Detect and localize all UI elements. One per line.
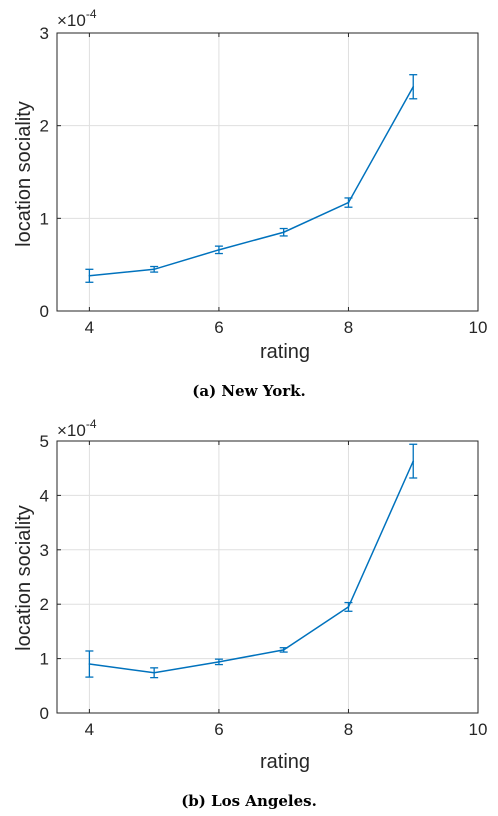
series-line bbox=[89, 86, 414, 277]
data-point bbox=[88, 274, 91, 277]
y-tick-label: 4 bbox=[40, 486, 49, 505]
y-axis-label-b: location sociality bbox=[13, 505, 35, 651]
data-point bbox=[218, 661, 220, 663]
x-tick-label: 8 bbox=[344, 318, 353, 337]
caption-b: (b) Los Angeles. bbox=[181, 792, 317, 810]
axes-box bbox=[56, 440, 479, 714]
y-axis-label-a: location sociality bbox=[13, 101, 35, 247]
x-tick-label: 8 bbox=[344, 720, 353, 739]
y-tick-label: 0 bbox=[40, 302, 49, 321]
caption-a: (a) New York. bbox=[192, 382, 305, 400]
data-point bbox=[412, 85, 415, 88]
x-tick-label: 10 bbox=[469, 318, 488, 337]
y-tick-label: 5 bbox=[40, 432, 49, 451]
y-tick-label: 2 bbox=[40, 117, 49, 136]
data-point bbox=[88, 663, 91, 665]
y-tick-label: 1 bbox=[40, 650, 49, 669]
data-point bbox=[153, 268, 155, 271]
x-axis-label-a: rating bbox=[260, 341, 310, 363]
data-point bbox=[153, 671, 155, 674]
x-tick-label: 4 bbox=[85, 318, 94, 337]
y-tick-label: 0 bbox=[40, 704, 49, 723]
exponent-label-b: ×10-4 bbox=[57, 417, 97, 440]
x-tick-label: 4 bbox=[85, 720, 94, 739]
data-point bbox=[347, 201, 350, 204]
y-tick-label: 3 bbox=[40, 24, 49, 43]
chart-new-york: 4 6 8 10 0 1 2 3 bbox=[40, 24, 488, 337]
x-tick-label: 6 bbox=[214, 720, 223, 739]
exponent-label-a: ×10-4 bbox=[57, 7, 97, 30]
x-tick-label: 6 bbox=[214, 318, 223, 337]
x-tick-label: 10 bbox=[469, 720, 488, 739]
y-tick-label: 1 bbox=[40, 209, 49, 228]
chart-los-angeles: 4 6 8 10 0 1 2 3 4 5 bbox=[40, 432, 488, 739]
data-point bbox=[282, 649, 285, 651]
data-point bbox=[282, 231, 285, 234]
series-line bbox=[89, 460, 414, 674]
y-tick-label: 2 bbox=[40, 595, 49, 614]
data-point bbox=[218, 249, 220, 251]
axes-box bbox=[56, 32, 479, 312]
x-axis-label-b: rating bbox=[260, 751, 310, 773]
y-tick-label: 3 bbox=[40, 541, 49, 560]
data-point bbox=[347, 606, 350, 608]
data-point bbox=[412, 460, 415, 462]
